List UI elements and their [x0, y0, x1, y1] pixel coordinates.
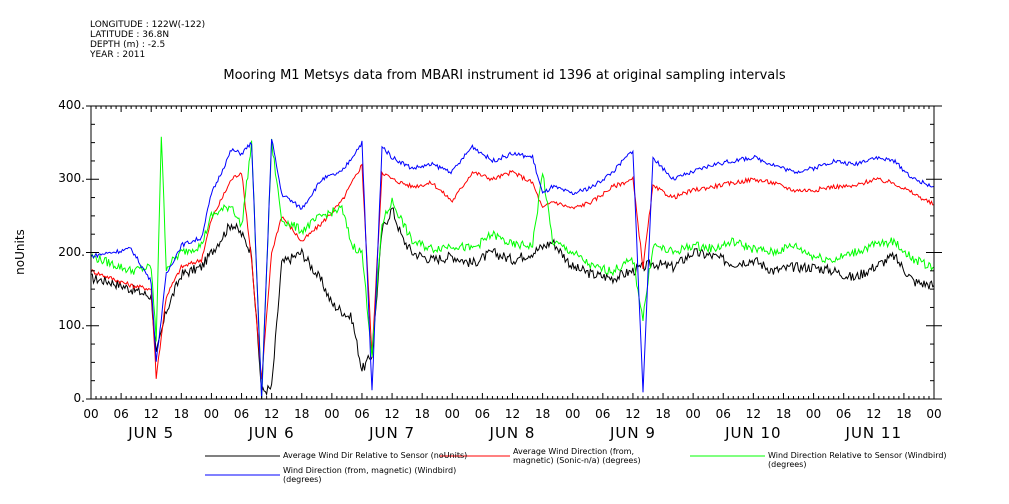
- y-tick-label: 300.: [58, 171, 85, 186]
- x-tick-label: 12: [264, 407, 280, 421]
- legend-layer: [205, 455, 765, 476]
- series-line-1: [90, 163, 935, 380]
- x-tick-label: 00: [324, 407, 340, 421]
- latitude-text: LATITUDE : 36.8N: [90, 30, 170, 40]
- x-tick-label: 00: [805, 407, 822, 421]
- x-tick-label: 12: [504, 407, 521, 421]
- x-tick-label: 00: [565, 407, 581, 421]
- day-label: JUN 6: [248, 424, 295, 442]
- x-tick-label: 18: [294, 407, 310, 421]
- day-label: JUN 10: [725, 424, 782, 442]
- legend-label-2: Wind Direction Relative to Sensor (Windb…: [768, 451, 947, 469]
- y-tick-label: 200.: [58, 244, 85, 259]
- day-label: JUN 9: [609, 424, 656, 442]
- y-tick-label: 100.: [58, 317, 85, 332]
- x-tick-label: 12: [625, 407, 641, 421]
- day-label: JUN 8: [489, 424, 536, 442]
- series-line-2: [90, 136, 935, 400]
- longitude-text: LONGITUDE : 122W(-122): [90, 20, 206, 30]
- x-tick-label: 06: [354, 407, 370, 421]
- x-tick-label: 18: [534, 407, 551, 421]
- x-tick-label: 18: [173, 407, 189, 421]
- x-tick-label: 06: [233, 407, 250, 421]
- x-tick-label: 18: [896, 407, 912, 421]
- x-tick-label: 00: [685, 407, 701, 421]
- x-tick-label: 12: [384, 407, 400, 421]
- x-tick-label: 06: [836, 407, 852, 421]
- x-tick-label: 00: [444, 407, 460, 421]
- day-label: JUN 5: [128, 424, 175, 442]
- x-tick-label: 12: [866, 407, 882, 421]
- day-label: JUN 7: [369, 424, 416, 442]
- x-tick-label: 06: [595, 407, 611, 421]
- x-tick-label: 12: [745, 407, 761, 421]
- depth-text: DEPTH (m) : -2.5: [90, 40, 166, 50]
- chart-title: Mooring M1 Metsys data from MBARI instru…: [223, 68, 786, 83]
- x-tick-label: 00: [83, 407, 99, 421]
- x-tick-label: 00: [926, 407, 942, 421]
- day-label: JUN 11: [845, 424, 903, 442]
- x-tick-label: 00: [203, 407, 220, 421]
- x-tick-label: 18: [414, 407, 430, 421]
- x-tick-label: 12: [143, 407, 159, 421]
- legend-label-0: Average Wind Dir Relative to Sensor (noU…: [283, 451, 468, 460]
- tick-layer: [86, 105, 942, 400]
- plot-frame: [90, 105, 935, 400]
- x-tick-label: 06: [113, 407, 129, 421]
- y-tick-label: 0.: [73, 391, 85, 405]
- year-text: YEAR : 2011: [90, 50, 146, 60]
- legend-label-3: Wind Direction (from, magnetic) (Windbir…: [283, 466, 457, 484]
- y-tick-label: 400.: [58, 98, 85, 112]
- x-tick-label: 06: [715, 407, 731, 421]
- x-tick-label: 18: [775, 407, 792, 421]
- metadata-block: LONGITUDE : 122W(-122) LATITUDE : 36.8N …: [90, 20, 205, 60]
- x-tick-label: 18: [655, 407, 671, 421]
- series-line-0: [91, 207, 935, 397]
- x-tick-label: 06: [474, 407, 491, 421]
- series-line-3: [90, 139, 934, 400]
- legend-label-1: Average Wind Direction (from, magnetic) …: [513, 447, 641, 465]
- series-layer: [90, 136, 935, 400]
